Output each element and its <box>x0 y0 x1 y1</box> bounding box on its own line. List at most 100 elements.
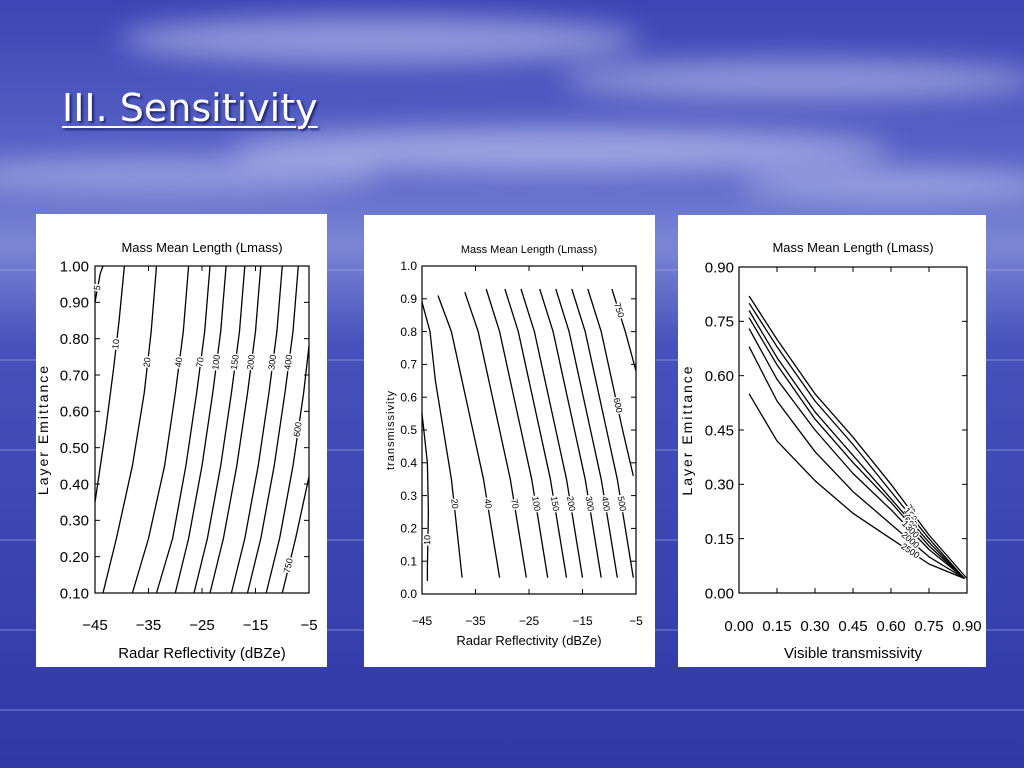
y-axis-label: Layer Emittance <box>36 364 51 495</box>
contour-label: 5 <box>92 284 103 291</box>
contour-label: 70 <box>194 357 205 368</box>
contour-line <box>102 265 158 594</box>
x-tick-label: −25 <box>519 614 540 628</box>
x-axis-label: Visible transmissivity <box>784 645 923 662</box>
contour-label: 40 <box>173 357 184 368</box>
y-tick-label: 0.6 <box>400 390 417 404</box>
x-tick-label: 0.75 <box>914 618 943 635</box>
contour-line <box>421 413 430 581</box>
contour-line <box>571 288 634 578</box>
contour-line <box>520 288 584 578</box>
chart-panel-left: Mass Mean Length (Lmass) −45 −35 −25 −15 −5 0.… <box>36 214 327 667</box>
contour-line <box>230 265 283 594</box>
chart-emittance-vs-visible-transmissivity: Mass Mean Length (Lmass) 0.00 0.15 0.30 0.45… <box>679 240 982 662</box>
x-tick-label: −15 <box>243 617 268 634</box>
contour-line <box>174 265 227 594</box>
x-tick-label: −5 <box>629 614 643 628</box>
x-axis-label: Radar Reflectivity (dBZe) <box>118 645 286 662</box>
contour-line <box>265 345 310 594</box>
x-axis-label: Radar Reflectivity (dBZe) <box>456 633 601 648</box>
chart-emittance-vs-reflectivity: Mass Mean Length (Lmass) −45 −35 −25 −15 −5 0.… <box>36 240 318 662</box>
y-tick-label: 0.50 <box>60 440 89 457</box>
contour-lines: 10 20 40 70 100 150 200 300 400 500 600 750 <box>421 288 637 581</box>
y-tick-label: 0.4 <box>400 456 417 470</box>
contour-label: 600 <box>611 397 624 414</box>
contour-line <box>611 288 637 372</box>
y-tick-label: 0.7 <box>400 358 417 372</box>
y-tick-label: 0.60 <box>705 368 734 385</box>
contour-label: 500 <box>616 495 628 511</box>
x-tick-label: 0.30 <box>800 618 829 635</box>
contour-label: 40 <box>482 498 493 510</box>
contour-label: 600 <box>292 421 304 437</box>
x-tick-label: 0.90 <box>952 618 981 635</box>
chart-panel-middle: Mass Mean Length (Lmass) −45 −35 −25 −15 −5 0.… <box>364 215 655 667</box>
contour-label: 100 <box>210 354 222 370</box>
contour-line <box>555 288 618 578</box>
y-tick-label: 1.00 <box>60 258 89 275</box>
x-tick-label: 0.45 <box>838 618 867 635</box>
contour-line <box>539 288 602 578</box>
contour-label: 150 <box>549 495 561 511</box>
y-tick-label: 1.0 <box>400 259 417 273</box>
y-tick-label: 0.70 <box>60 367 89 384</box>
contour-label: 300 <box>584 495 596 511</box>
y-tick-label: 0.80 <box>60 331 89 348</box>
slide-title: III. Sensitivity <box>62 86 318 130</box>
contour-label: 70 <box>509 498 520 510</box>
contour-label: 750 <box>282 557 295 574</box>
contour-label: 400 <box>282 354 294 370</box>
contour-label: 10 <box>422 535 432 545</box>
contour-line <box>94 265 126 503</box>
contour-lines: 5 10 20 40 70 100 150 200 300 400 600 750 <box>90 265 310 594</box>
contour-label: 750 <box>612 301 626 318</box>
contour-line <box>748 310 965 579</box>
chart-transmissivity-vs-reflectivity: Mass Mean Length (Lmass) −45 −35 −25 −15 −5 0.… <box>385 244 643 648</box>
x-tick-label: −5 <box>300 617 317 634</box>
y-tick-label: 0.45 <box>705 422 734 439</box>
x-tick-label: −45 <box>82 617 107 634</box>
x-tick-label: 0.00 <box>724 618 753 635</box>
contour-line <box>437 295 501 578</box>
chart-title: Mass Mean Length (Lmass) <box>121 240 282 255</box>
contour-line <box>748 295 968 579</box>
contour-label: 300 <box>266 354 278 370</box>
x-tick-label: 0.15 <box>762 618 791 635</box>
contour-line <box>748 346 965 580</box>
contour-label: 200 <box>565 495 577 511</box>
contour-line <box>94 265 104 303</box>
contour-line <box>209 265 262 594</box>
chart-panel-right: Mass Mean Length (Lmass) 0.00 0.15 0.30 0.45… <box>678 215 986 667</box>
chart-title: Mass Mean Length (Lmass) <box>772 240 933 255</box>
contour-line <box>131 265 190 594</box>
contour-line <box>587 288 634 477</box>
plot-frame <box>738 266 968 594</box>
contour-line <box>748 317 965 579</box>
y-tick-label: 0.2 <box>400 522 417 536</box>
contour-label: 20 <box>449 498 460 509</box>
x-tick-label: 0.60 <box>876 618 905 635</box>
y-tick-label: 0.3 <box>400 489 417 503</box>
y-tick-label: 0.9 <box>400 292 417 306</box>
x-tick-label: −35 <box>136 617 161 634</box>
x-tick-label: −35 <box>465 614 486 628</box>
y-tick-label: 0.90 <box>60 295 89 312</box>
y-tick-label: 0.0 <box>400 587 417 601</box>
x-tick-label: −45 <box>412 614 433 628</box>
y-tick-label: 0.20 <box>60 549 89 566</box>
y-axis-label: transmissivity <box>385 390 397 470</box>
contour-line <box>748 328 965 580</box>
y-tick-label: 0.15 <box>705 531 734 548</box>
contour-label: 400 <box>600 495 612 511</box>
y-tick-label: 0.75 <box>705 314 734 331</box>
contour-line <box>748 302 965 579</box>
chart-title: Mass Mean Length (Lmass) <box>461 244 597 256</box>
x-tick-label: −25 <box>189 617 214 634</box>
contour-line <box>504 288 568 578</box>
y-tick-label: 0.8 <box>400 325 417 339</box>
contour-label: 150 <box>229 354 241 370</box>
plot-frame <box>94 265 310 594</box>
y-tick-label: 0.90 <box>705 259 734 276</box>
y-tick-label: 0.1 <box>400 554 417 568</box>
